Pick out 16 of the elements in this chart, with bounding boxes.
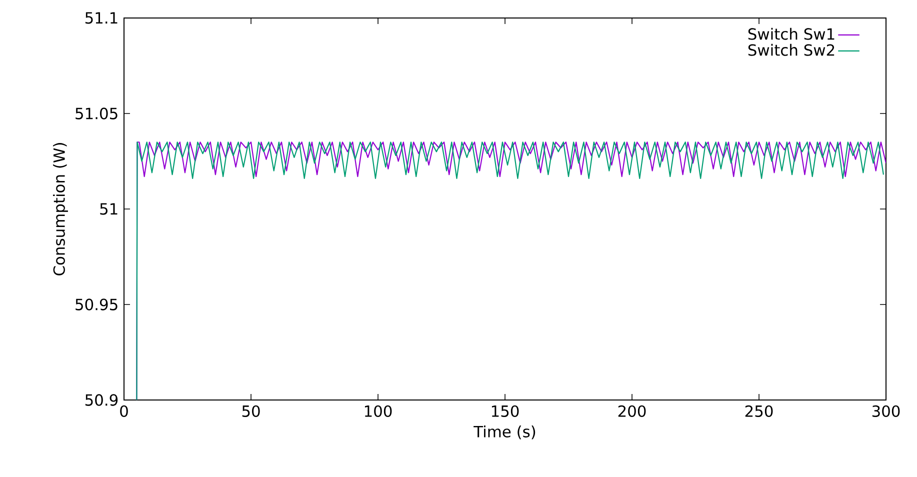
x-tick-label: 150 bbox=[492, 405, 519, 418]
x-tick-label: 250 bbox=[745, 405, 773, 418]
legend-label: Switch Sw1 bbox=[748, 28, 834, 40]
y-tick-label: 51.1 bbox=[85, 12, 118, 24]
x-tick-label: 300 bbox=[872, 405, 900, 418]
x-tick-label: 100 bbox=[364, 405, 392, 418]
x-tick-label: 200 bbox=[618, 405, 646, 418]
y-tick-label: 50.9 bbox=[85, 394, 118, 406]
x-tick-label: 0 bbox=[120, 405, 128, 418]
y-tick-label: 51.05 bbox=[76, 108, 118, 120]
x-axis-title: Time (s) bbox=[474, 426, 536, 440]
y-tick-label: 50.95 bbox=[76, 298, 118, 310]
y-axis-title: Consumption (W) bbox=[53, 143, 68, 276]
y-tick-label: 51 bbox=[100, 203, 118, 215]
legend-label: Switch Sw2 bbox=[748, 44, 834, 56]
x-tick-label: 50 bbox=[242, 405, 260, 418]
